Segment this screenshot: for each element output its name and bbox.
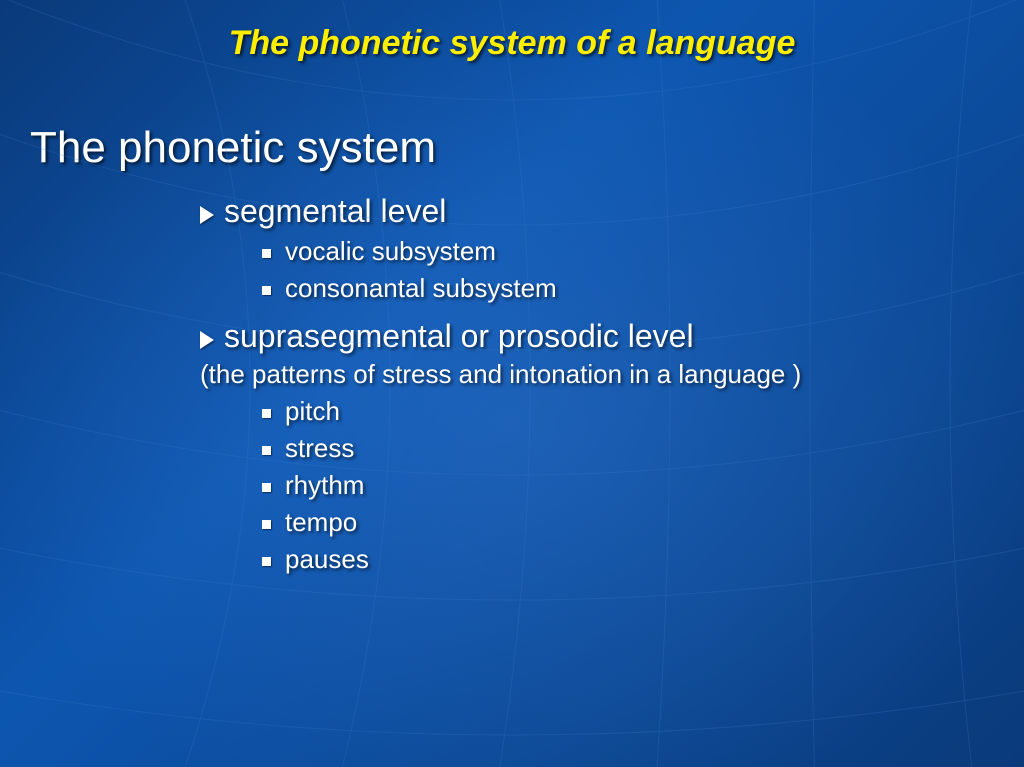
level2-label: rhythm — [285, 470, 364, 501]
slide-body: The phonetic system segmental level voca… — [0, 123, 1024, 575]
level2-label: stress — [285, 433, 354, 464]
square-bullet-icon — [262, 409, 271, 418]
level1-item: suprasegmental or prosodic level — [200, 318, 1024, 355]
slide: The phonetic system of a language The ph… — [0, 0, 1024, 767]
level2-label: tempo — [285, 507, 357, 538]
level2-list: vocalic subsystem consonantal subsystem — [262, 236, 1024, 304]
slide-title: The phonetic system of a language — [0, 24, 1024, 63]
level2-item: consonantal subsystem — [262, 273, 1024, 304]
square-bullet-icon — [262, 520, 271, 529]
level2-item: pitch — [262, 396, 1024, 427]
level2-item: stress — [262, 433, 1024, 464]
level2-label: pitch — [285, 396, 340, 427]
level1-label: segmental level — [224, 193, 446, 230]
level2-label: consonantal subsystem — [285, 273, 557, 304]
square-bullet-icon — [262, 286, 271, 295]
level1-label: suprasegmental or prosodic level — [224, 318, 694, 355]
square-bullet-icon — [262, 446, 271, 455]
square-bullet-icon — [262, 557, 271, 566]
level2-label: pauses — [285, 544, 369, 575]
arrow-bullet-icon — [200, 331, 214, 349]
heading: The phonetic system — [30, 123, 1024, 173]
level2-label: vocalic subsystem — [285, 236, 496, 267]
arrow-bullet-icon — [200, 206, 214, 224]
level2-item: rhythm — [262, 470, 1024, 501]
level2-item: tempo — [262, 507, 1024, 538]
level2-item: vocalic subsystem — [262, 236, 1024, 267]
level2-item: pauses — [262, 544, 1024, 575]
square-bullet-icon — [262, 483, 271, 492]
square-bullet-icon — [262, 249, 271, 258]
level1-item: segmental level — [200, 193, 1024, 230]
level2-list: pitch stress rhythm tempo pauses — [262, 396, 1024, 575]
level1-note: (the patterns of stress and intonation i… — [200, 359, 1024, 390]
